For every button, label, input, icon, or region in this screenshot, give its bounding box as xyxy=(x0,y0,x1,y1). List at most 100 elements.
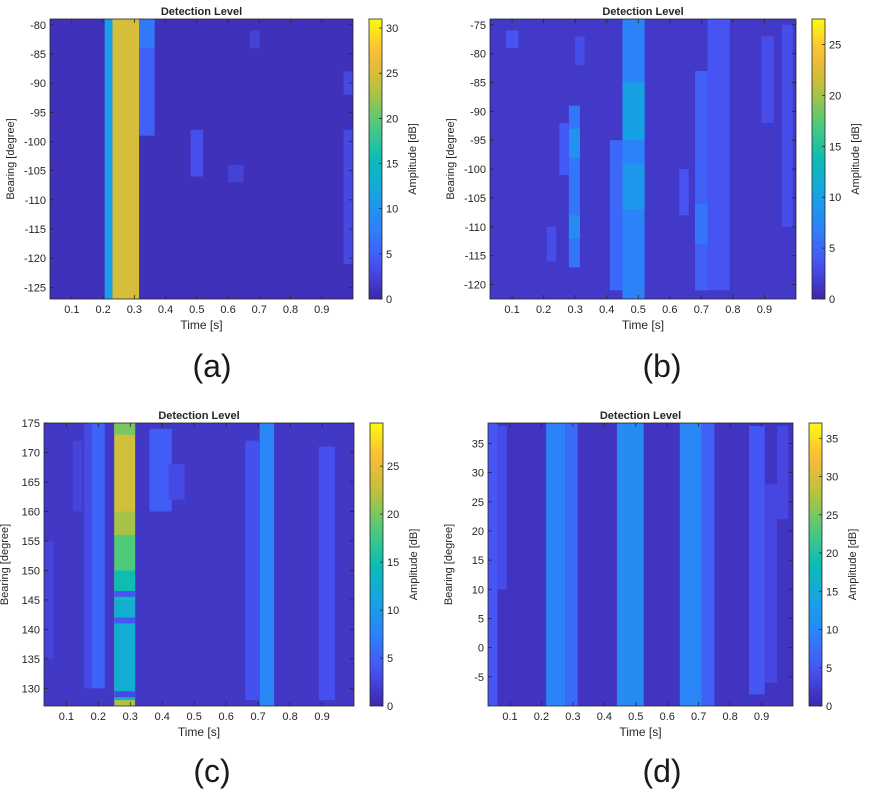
colorbar-tick-label: 15 xyxy=(387,557,399,569)
x-tick-label: 0.5 xyxy=(189,304,204,316)
chart-panel-a: 0.1 0.2 0.3 0.4 0.5 0.6 0.7 0.8 0.9 -80 -85 -90 -95 -… xyxy=(5,6,419,384)
heatmap-cell xyxy=(343,129,353,264)
heatmap-band xyxy=(679,423,702,706)
x-tick-label: 0.1 xyxy=(64,304,79,316)
y-tick-label: -110 xyxy=(465,222,486,234)
heatmap-band xyxy=(104,19,113,299)
x-tick-label: 0.7 xyxy=(694,304,709,316)
x-tick-label: 0.7 xyxy=(250,711,265,723)
colorbar-tick-label: 15 xyxy=(829,141,841,153)
plot-frame xyxy=(43,422,355,707)
y-tick-label: 150 xyxy=(22,565,40,577)
colorbar-tick-label: 5 xyxy=(387,653,393,665)
x-tick-label: 0.5 xyxy=(187,711,202,723)
heatmap-cell xyxy=(343,71,353,95)
x-tick-label: 0.9 xyxy=(754,711,769,723)
plot-frame xyxy=(489,18,797,300)
x-tick-label: 0.2 xyxy=(91,711,106,723)
colorbar-tick-label: 20 xyxy=(387,509,399,521)
chart-panel-c: 0.1 0.2 0.3 0.4 0.5 0.6 0.7 0.8 0.9 130 135 140 145 1… xyxy=(0,410,420,789)
colorbar-tick-label: 25 xyxy=(387,461,399,473)
x-axis-label: Time [s] xyxy=(622,318,664,332)
y-tick-label: -115 xyxy=(465,251,486,263)
x-axis-label: Time [s] xyxy=(178,725,220,739)
y-axis-label: Bearing [degree] xyxy=(445,118,457,199)
x-tick-label: 0.2 xyxy=(95,304,110,316)
colorbar-tick-label: 10 xyxy=(829,192,841,204)
colorbar-tick-label: 15 xyxy=(386,159,398,171)
chart-panel-b: 0.1 0.2 0.3 0.4 0.5 0.6 0.7 0.8 0.9 -75 -80 -85 -90 -… xyxy=(445,6,862,384)
heatmap-cell xyxy=(777,425,789,520)
colorbar xyxy=(811,18,826,300)
x-tick-label: 0.3 xyxy=(123,711,138,723)
heatmap-cell xyxy=(609,140,623,291)
chart-title: Detection Level xyxy=(158,410,239,422)
colorbar-label: Amplitude [dB] xyxy=(408,529,420,601)
y-tick-label: 135 xyxy=(22,654,40,666)
y-tick-label: -105 xyxy=(24,166,46,178)
heatmap-cell xyxy=(546,226,557,262)
x-tick-label: 0.1 xyxy=(504,304,519,316)
heatmap-cell xyxy=(139,19,155,49)
chart-title: Detection Level xyxy=(600,410,681,422)
colorbar-tick-label: 5 xyxy=(826,663,832,675)
colorbar-tick-label: 5 xyxy=(386,249,392,261)
y-tick-label: -5 xyxy=(474,672,484,684)
colorbar-tick-label: 5 xyxy=(829,243,835,255)
panel-caption: (a) xyxy=(192,348,231,384)
heatmap-cells xyxy=(44,423,335,706)
y-tick-label: -105 xyxy=(464,193,486,205)
x-tick-label: 0.3 xyxy=(568,304,583,316)
heatmap-cell xyxy=(568,215,580,239)
heatmap-cell xyxy=(622,82,645,141)
heatmap-cell xyxy=(679,169,689,216)
heatmap-cell xyxy=(761,36,774,123)
heatmap-band xyxy=(259,423,275,706)
heatmap-cell xyxy=(559,122,569,175)
heatmap-cell xyxy=(44,540,54,659)
y-tick-label: 15 xyxy=(472,555,484,567)
heatmap-cell xyxy=(505,30,519,48)
y-tick-label: 130 xyxy=(22,683,40,695)
x-tick-label: 0.9 xyxy=(314,304,329,316)
heatmap-cell xyxy=(245,440,260,701)
heatmap-cell xyxy=(695,203,708,245)
colorbar-tick-label: 25 xyxy=(826,510,838,522)
x-tick-label: 0.4 xyxy=(599,304,614,316)
colorbar-tick-label: 10 xyxy=(826,625,838,637)
x-tick-label: 0.7 xyxy=(691,711,706,723)
y-axis-label: Bearing [degree] xyxy=(5,118,17,199)
y-tick-label: -100 xyxy=(464,164,486,176)
heatmap-cell xyxy=(114,599,136,701)
y-tick-label: 30 xyxy=(472,468,484,480)
y-tick-label: -85 xyxy=(470,78,486,90)
heatmap-cell xyxy=(764,484,778,683)
heatmap-cell xyxy=(114,511,136,536)
chart-title: Detection Level xyxy=(602,6,683,18)
heatmap-band xyxy=(616,423,644,706)
y-tick-label: -115 xyxy=(25,224,46,236)
x-tick-label: 0.7 xyxy=(252,304,267,316)
y-tick-label: -95 xyxy=(30,107,46,119)
colorbar-tick-label: 35 xyxy=(826,433,838,445)
x-tick-label: 0.9 xyxy=(314,711,329,723)
heatmap-cell xyxy=(318,446,335,701)
x-tick-label: 0.1 xyxy=(502,711,517,723)
heatmap-cell xyxy=(748,425,765,695)
chart-panel-d: 0.1 0.2 0.3 0.4 0.5 0.6 0.7 0.8 0.9 -5 0 5 10 15 20 25 3… xyxy=(443,410,859,789)
heatmap-cells xyxy=(488,423,789,706)
heatmap-cell xyxy=(701,423,715,706)
colorbar-label: Amplitude [dB] xyxy=(407,123,419,195)
y-tick-label: 5 xyxy=(478,613,484,625)
heatmap-cell xyxy=(114,691,136,698)
heatmap-band xyxy=(546,423,566,706)
heatmap-cell xyxy=(114,423,136,435)
y-tick-label: 25 xyxy=(472,497,484,509)
heatmap-band xyxy=(622,19,645,299)
y-tick-label: -90 xyxy=(470,106,486,118)
colorbar-label: Amplitude [dB] xyxy=(847,529,859,601)
chart-title: Detection Level xyxy=(161,6,242,18)
colorbar xyxy=(808,422,823,707)
x-tick-label: 0.3 xyxy=(127,304,142,316)
